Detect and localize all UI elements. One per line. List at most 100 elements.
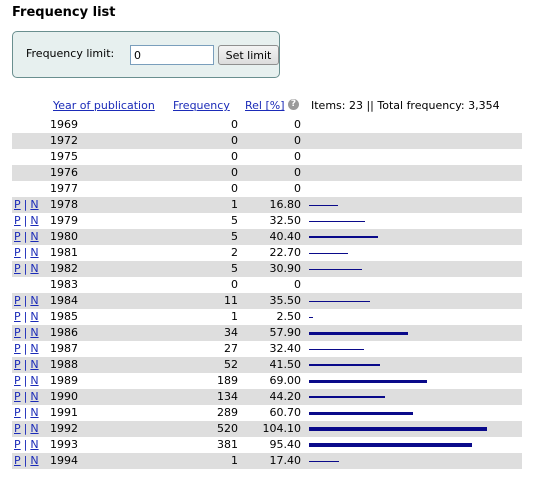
- sort-by-rel-link[interactable]: Rel [%]: [245, 99, 285, 112]
- frequency-cell: 0: [231, 150, 238, 163]
- link-separator: |: [23, 358, 28, 371]
- rel-cell: 0: [294, 182, 301, 195]
- rel-cell: 40.40: [269, 230, 302, 243]
- negative-filter-link[interactable]: N: [30, 262, 39, 275]
- positive-filter-link[interactable]: P: [14, 438, 21, 451]
- year-cell: 1985: [50, 310, 78, 323]
- frequency-table: 1969 0 0 1972 0 0 1975 0 0 1976 0 0 1977 0 0 P | N 1978 1 16…: [12, 117, 522, 469]
- frequency-cell: 1: [231, 198, 238, 211]
- positive-filter-link[interactable]: P: [14, 374, 21, 387]
- table-row: P | N 1994 1 17.40: [12, 453, 522, 469]
- rel-bar: [309, 349, 364, 350]
- table-row: P | N 1986 34 57.90: [12, 325, 522, 341]
- rel-cell: 0: [294, 134, 301, 147]
- negative-filter-link[interactable]: N: [30, 438, 39, 451]
- pn-links: P | N: [14, 214, 39, 227]
- positive-filter-link[interactable]: P: [14, 246, 21, 259]
- pn-links: P | N: [14, 374, 39, 387]
- year-cell: 1979: [50, 214, 78, 227]
- positive-filter-link[interactable]: P: [14, 262, 21, 275]
- table-row: 1977 0 0: [12, 181, 522, 197]
- items-summary: Items: 23 || Total frequency: 3,354: [311, 99, 500, 112]
- rel-bar: [309, 364, 380, 366]
- frequency-limit-input[interactable]: [130, 45, 214, 65]
- negative-filter-link[interactable]: N: [30, 406, 39, 419]
- rel-cell: 17.40: [269, 454, 302, 467]
- table-row: P | N 1992 520 104.10: [12, 421, 522, 437]
- year-cell: 1983: [50, 278, 78, 291]
- rel-bar: [309, 396, 385, 398]
- negative-filter-link[interactable]: N: [30, 294, 39, 307]
- negative-filter-link[interactable]: N: [30, 358, 39, 371]
- frequency-cell: 0: [231, 134, 238, 147]
- negative-filter-link[interactable]: N: [30, 214, 39, 227]
- negative-filter-link[interactable]: N: [30, 342, 39, 355]
- negative-filter-link[interactable]: N: [30, 246, 39, 259]
- positive-filter-link[interactable]: P: [14, 406, 21, 419]
- sort-by-frequency-link[interactable]: Frequency: [173, 99, 230, 112]
- pn-links: P | N: [14, 406, 39, 419]
- link-separator: |: [23, 310, 28, 323]
- rel-cell: 0: [294, 118, 301, 131]
- set-limit-button[interactable]: Set limit: [218, 45, 279, 65]
- year-cell: 1982: [50, 262, 78, 275]
- rel-cell: 95.40: [269, 438, 302, 451]
- frequency-cell: 0: [231, 182, 238, 195]
- frequency-cell: 0: [231, 166, 238, 179]
- link-separator: |: [23, 438, 28, 451]
- year-cell: 1969: [50, 118, 78, 131]
- link-separator: |: [23, 246, 28, 259]
- negative-filter-link[interactable]: N: [30, 198, 39, 211]
- positive-filter-link[interactable]: P: [14, 214, 21, 227]
- positive-filter-link[interactable]: P: [14, 310, 21, 323]
- rel-cell: 32.50: [269, 214, 302, 227]
- negative-filter-link[interactable]: N: [30, 454, 39, 467]
- year-cell: 1975: [50, 150, 78, 163]
- negative-filter-link[interactable]: N: [30, 390, 39, 403]
- rel-cell: 32.40: [269, 342, 302, 355]
- table-row: 1983 0 0: [12, 277, 522, 293]
- sort-by-year-link[interactable]: Year of publication: [53, 99, 155, 112]
- positive-filter-link[interactable]: P: [14, 326, 21, 339]
- positive-filter-link[interactable]: P: [14, 198, 21, 211]
- link-separator: |: [23, 230, 28, 243]
- frequency-cell: 52: [224, 358, 238, 371]
- negative-filter-link[interactable]: N: [30, 310, 39, 323]
- pn-links: P | N: [14, 358, 39, 371]
- frequency-cell: 11: [224, 294, 238, 307]
- link-separator: |: [23, 214, 28, 227]
- table-row: P | N 1988 52 41.50: [12, 357, 522, 373]
- negative-filter-link[interactable]: N: [30, 230, 39, 243]
- pn-links: P | N: [14, 246, 39, 259]
- frequency-cell: 5: [231, 230, 238, 243]
- rel-cell: 2.50: [276, 310, 302, 323]
- negative-filter-link[interactable]: N: [30, 422, 39, 435]
- pn-links: P | N: [14, 262, 39, 275]
- year-cell: 1978: [50, 198, 78, 211]
- rel-cell: 16.80: [269, 198, 302, 211]
- positive-filter-link[interactable]: P: [14, 422, 21, 435]
- help-icon[interactable]: ?: [288, 99, 299, 110]
- table-row: P | N 1993 381 95.40: [12, 437, 522, 453]
- positive-filter-link[interactable]: P: [14, 230, 21, 243]
- negative-filter-link[interactable]: N: [30, 326, 39, 339]
- positive-filter-link[interactable]: P: [14, 358, 21, 371]
- rel-cell: 0: [294, 166, 301, 179]
- pn-links: P | N: [14, 230, 39, 243]
- rel-bar: [309, 221, 365, 222]
- frequency-cell: 1: [231, 310, 238, 323]
- frequency-cell: 5: [231, 262, 238, 275]
- rel-cell: 0: [294, 150, 301, 163]
- table-row: 1969 0 0: [12, 117, 522, 133]
- table-row: 1976 0 0: [12, 165, 522, 181]
- year-cell: 1984: [50, 294, 78, 307]
- positive-filter-link[interactable]: P: [14, 454, 21, 467]
- negative-filter-link[interactable]: N: [30, 374, 39, 387]
- positive-filter-link[interactable]: P: [14, 342, 21, 355]
- rel-bar: [309, 205, 338, 206]
- positive-filter-link[interactable]: P: [14, 390, 21, 403]
- year-cell: 1981: [50, 246, 78, 259]
- link-separator: |: [23, 406, 28, 419]
- positive-filter-link[interactable]: P: [14, 294, 21, 307]
- frequency-cell: 27: [224, 342, 238, 355]
